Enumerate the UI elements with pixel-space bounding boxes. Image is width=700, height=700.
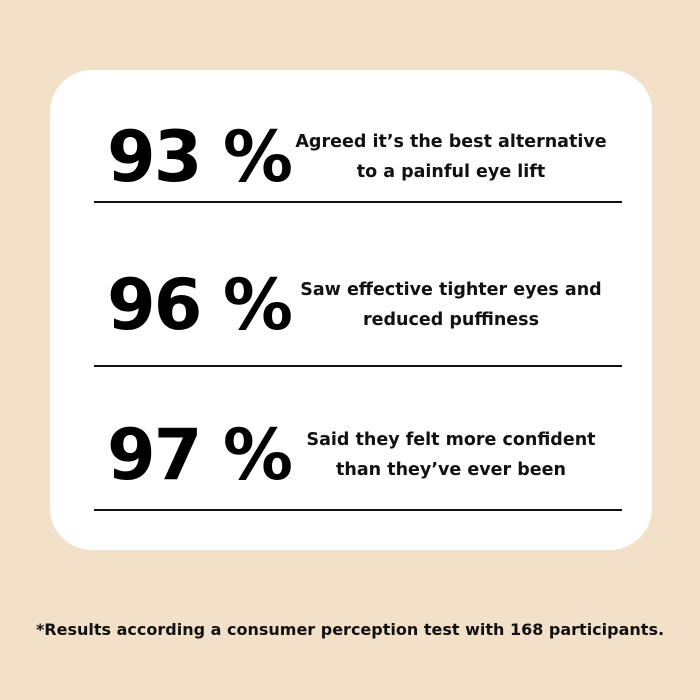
stat-description: Agreed it’s the best alternative to a pai… xyxy=(290,127,612,187)
stat-row: 93 % Agreed it’s the best alternative to … xyxy=(50,102,652,212)
divider xyxy=(94,509,622,511)
divider xyxy=(94,365,622,367)
stat-description: Saw effective tighter eyes and reduced pu… xyxy=(290,275,612,335)
stat-row: 96 % Saw effective tighter eyes and reduc… xyxy=(50,250,652,360)
stat-value: 97 % xyxy=(107,414,293,496)
stat-line: reduced puffiness xyxy=(362,310,539,330)
stat-line: Agreed it’s the best alternative xyxy=(295,132,607,152)
stat-value: 93 % xyxy=(107,116,293,198)
stat-row: 97 % Said they felt more confident than t… xyxy=(50,400,652,510)
stat-line: Saw effective tighter eyes and xyxy=(300,280,602,300)
divider xyxy=(94,201,622,203)
stat-line: to a painful eye lift xyxy=(356,162,546,182)
stat-line: than they’ve ever been xyxy=(336,460,566,480)
stats-card: 93 % Agreed it’s the best alternative to … xyxy=(50,70,652,550)
stat-line: Said they felt more confident xyxy=(306,430,596,450)
footnote: *Results according a consumer perception… xyxy=(35,620,665,639)
stat-description: Said they felt more confident than they’v… xyxy=(290,425,612,485)
stat-value: 96 % xyxy=(107,264,293,346)
